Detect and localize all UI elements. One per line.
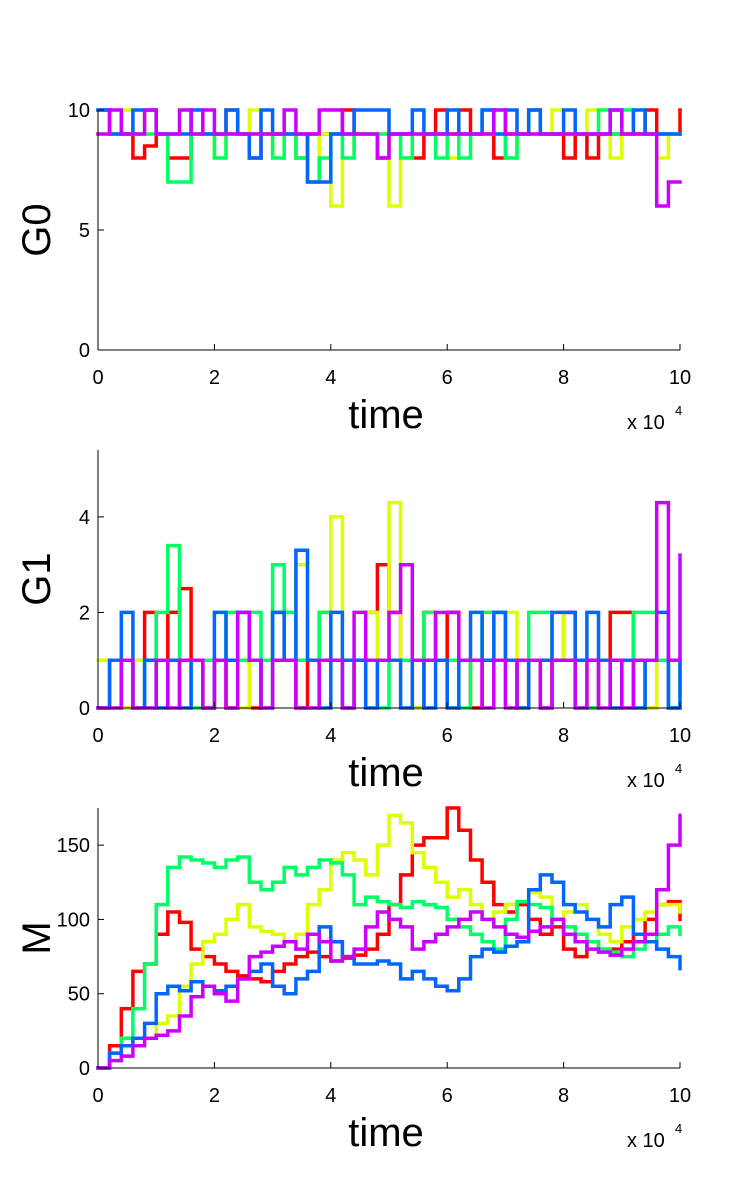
x-tick-label: 10 xyxy=(669,367,691,389)
x-tick-label: 0 xyxy=(92,725,103,747)
x-tick-label: 8 xyxy=(558,367,569,389)
x-tick-label: 2 xyxy=(209,725,220,747)
x-tick-label: 10 xyxy=(669,725,691,747)
x-tick-label: 2 xyxy=(209,1085,220,1107)
x-axis-title: time xyxy=(348,393,424,437)
x-tick-label: 6 xyxy=(442,1085,453,1107)
series-line-blue xyxy=(96,873,682,1070)
x-tick-label: 4 xyxy=(325,367,336,389)
series-line-magenta xyxy=(96,813,682,1070)
y-tick-label: 100 xyxy=(57,909,90,931)
series-line-magenta xyxy=(96,108,682,208)
x-tick-label: 10 xyxy=(669,1085,691,1107)
x-tick-label: 0 xyxy=(92,367,103,389)
series-line-magenta xyxy=(96,500,682,710)
x-axis-title: time xyxy=(348,1111,424,1155)
x-exponent-label: x 10 xyxy=(627,1130,665,1152)
y-tick-label: 2 xyxy=(79,602,90,624)
series-line-yellow xyxy=(96,813,682,1070)
y-tick-label: 0 xyxy=(79,340,90,362)
x-exponent-label: x 10 xyxy=(627,770,665,792)
y-tick-label: 0 xyxy=(79,1058,90,1080)
series-line-red xyxy=(96,806,682,1070)
x-tick-label: 0 xyxy=(92,1085,103,1107)
x-tick-label: 8 xyxy=(558,725,569,747)
y-tick-label: 5 xyxy=(79,220,90,242)
x-tick-label: 4 xyxy=(325,725,336,747)
series-line-green xyxy=(96,855,682,1070)
x-tick-label: 4 xyxy=(325,1085,336,1107)
y-tick-label: 4 xyxy=(79,507,90,529)
x-exponent-superscript: 4 xyxy=(675,1121,682,1136)
y-axis-title: G0 xyxy=(15,203,59,256)
x-exponent-label: x 10 xyxy=(627,412,665,434)
y-axis-title: M xyxy=(15,921,59,954)
x-exponent-superscript: 4 xyxy=(675,403,682,418)
x-tick-label: 6 xyxy=(442,725,453,747)
x-tick-label: 2 xyxy=(209,367,220,389)
y-tick-label: 50 xyxy=(68,984,90,1006)
x-exponent-superscript: 4 xyxy=(675,761,682,776)
x-tick-label: 8 xyxy=(558,1085,569,1107)
y-tick-label: 0 xyxy=(79,698,90,720)
y-axis-title: G1 xyxy=(15,552,59,605)
y-tick-label: 10 xyxy=(68,100,90,122)
y-tick-label: 150 xyxy=(57,835,90,857)
panel-g0: 0 2 4 6 8 10 0 5 10 time G0 x 10 4 xyxy=(15,100,691,437)
panel-g1: 0 2 4 6 8 10 0 2 4 time G1 x 10 4 xyxy=(15,450,691,795)
x-tick-label: 6 xyxy=(442,367,453,389)
x-axis-title: time xyxy=(348,751,424,795)
